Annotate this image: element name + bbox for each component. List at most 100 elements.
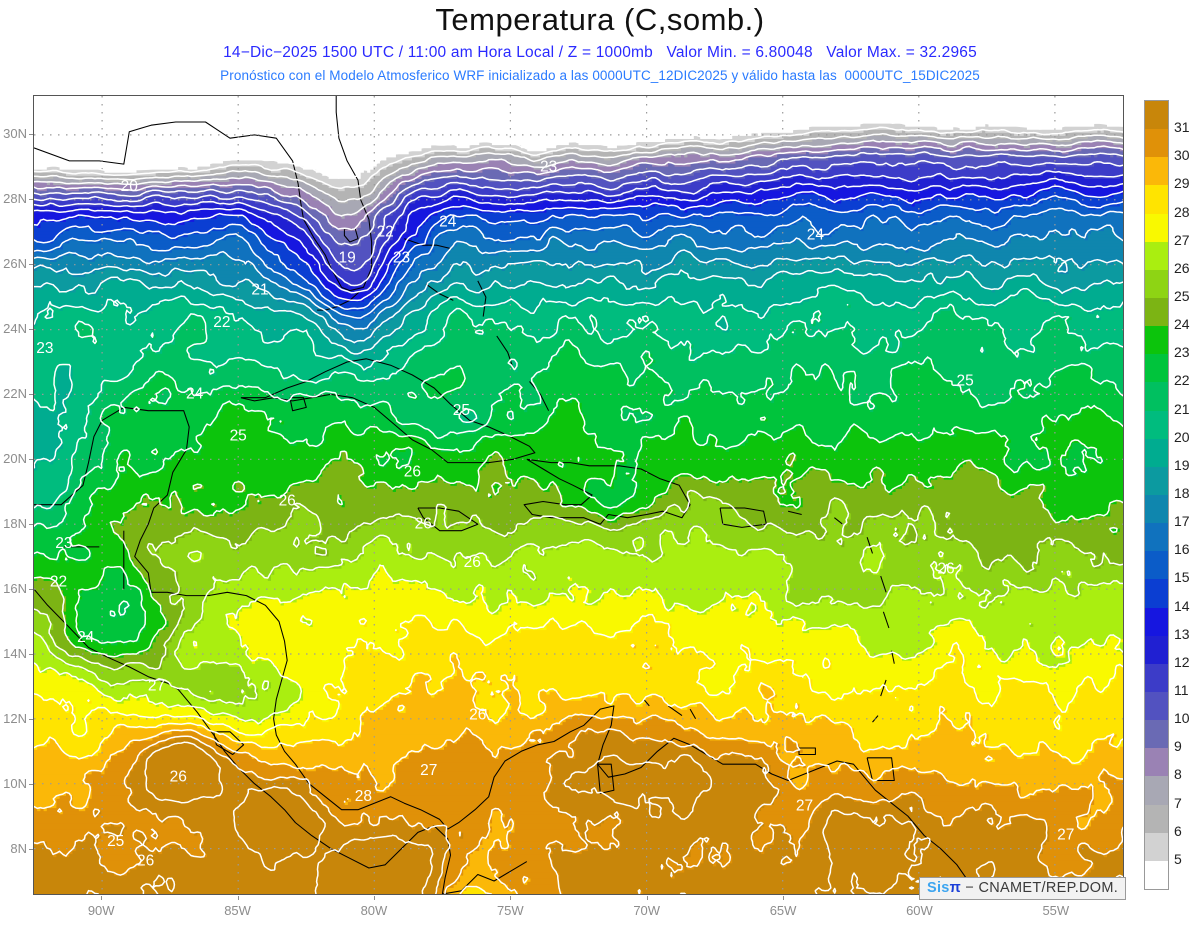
y-tick-mark: [29, 199, 33, 201]
x-tick-label: 90W: [87, 903, 115, 918]
y-tick-label: 8N: [10, 841, 27, 857]
colorbar-band: [1145, 579, 1168, 608]
colorbar-tick-label: 9: [1174, 738, 1182, 755]
y-tick-label: 28N: [3, 191, 27, 207]
colorbar-band: [1145, 410, 1168, 439]
contour-label: 27: [796, 797, 813, 814]
colorbar-band: [1145, 663, 1168, 692]
contour-lines: [34, 120, 1123, 894]
colorbar-tick-label: 5: [1174, 850, 1182, 867]
y-tick-mark: [29, 264, 33, 266]
colorbar-tick-label: 7: [1174, 794, 1182, 811]
colorbar-tick-label: 12: [1174, 653, 1190, 670]
colorbar-tick-label: 23: [1174, 344, 1190, 361]
contour-label: 24: [439, 214, 457, 231]
contour-label: 22: [665, 107, 682, 124]
colorbar-band: [1145, 438, 1168, 467]
x-tick-label: 55W: [1042, 903, 1070, 918]
y-tick-label: 20N: [3, 451, 27, 467]
x-tick-label: 80W: [360, 903, 388, 918]
y-tick-mark: [29, 784, 33, 786]
contour-label: 27: [420, 762, 437, 779]
colorbar-band: [1145, 297, 1168, 327]
temperature-heatmap: 20 20 21 22 23 22 23 24 24 19 23 21 22 23 24 25 25 25 26 26…: [34, 96, 1123, 894]
colorbar-band: [1145, 269, 1168, 298]
chart-header: Temperatura (C,somb.) 14−Dic−2025 1500 U…: [0, 0, 1200, 92]
contour-label: 25: [230, 428, 247, 445]
colorbar-tick-label: 21: [1174, 400, 1190, 417]
colorbar-tick-label: 19: [1174, 456, 1190, 473]
page-title: Temperatura (C,somb.): [435, 2, 765, 37]
colorbar-tick-label: 27: [1174, 231, 1190, 248]
colorbar-band: [1145, 157, 1168, 186]
contour-label: 20: [121, 178, 139, 195]
y-tick-mark: [29, 719, 33, 721]
brand-pi-symbol: π: [949, 880, 962, 896]
colorbar-tick-label: 31: [1174, 119, 1190, 136]
contour-label: 24: [186, 385, 204, 402]
x-tick-mark: [237, 896, 239, 900]
x-tick-mark: [646, 896, 648, 900]
y-tick-label: 10N: [3, 776, 27, 792]
contour-label: 26: [415, 515, 432, 532]
contour-label: 27: [148, 677, 165, 694]
colorbar-tick-label: 22: [1174, 372, 1190, 389]
y-tick-label: 26N: [3, 256, 27, 272]
colorbar-tick-label: 15: [1174, 569, 1190, 586]
contour-label: 21: [251, 282, 268, 299]
contour-label: 25: [956, 373, 973, 390]
chart-subtitle-secondary: Pronóstico con el Modelo Atmosferico WRF…: [220, 68, 980, 83]
colorbar-band: [1145, 129, 1168, 158]
y-tick-mark: [29, 459, 33, 461]
colorbar-band: [1145, 213, 1168, 242]
colorbar-band: [1145, 635, 1168, 664]
colorbar-band: [1145, 185, 1168, 214]
colorbar-band: [1145, 466, 1168, 495]
colorbar-tick-label: 8: [1174, 766, 1182, 783]
colorbar-tick-label: 16: [1174, 541, 1190, 558]
contour-label: 28: [355, 788, 372, 805]
colorbar-tick-label: 14: [1174, 597, 1190, 614]
chart-subtitle-primary: 14−Dic−2025 1500 UTC / 11:00 am Hora Loc…: [223, 44, 977, 61]
x-tick-label: 60W: [906, 903, 933, 918]
attribution-agency: CNAMET/REP.DOM.: [978, 880, 1119, 896]
contour-label: 26: [469, 707, 486, 724]
y-tick-mark: [29, 524, 33, 526]
x-tick-label: 85W: [224, 903, 251, 918]
y-tick-label: 16N: [3, 581, 27, 597]
colorbar-band: [1145, 551, 1168, 580]
y-tick-mark: [29, 394, 33, 396]
colorbar-band: [1145, 523, 1168, 552]
y-tick-label: 22N: [3, 386, 27, 402]
colorbar-tick-label: 11: [1174, 682, 1189, 698]
colorbar-temperature-scale: [1144, 100, 1169, 890]
y-tick-mark: [29, 329, 33, 331]
y-axis-latitude: 8N 10N 12N 14N 16N 18N 20N 22N 24N 26N 28N 30N: [0, 0, 33, 927]
x-tick-mark: [510, 896, 512, 900]
y-tick-mark: [29, 134, 33, 136]
contour-label: 22: [50, 574, 67, 591]
colorbar-band: [1145, 748, 1168, 777]
attribution-separator: −: [961, 880, 979, 896]
y-tick-label: 14N: [3, 646, 27, 662]
contour-label: 27: [1057, 827, 1074, 844]
map-plot-area: 20 20 21 22 23 22 23 24 24 19 23 21 22 23 24 25 25 25 26 26…: [33, 95, 1124, 895]
y-tick-label: 18N: [3, 516, 27, 532]
colorbar-band: [1145, 776, 1168, 805]
colorbar-tick-label: 30: [1174, 147, 1190, 164]
colorbar-tick-label: 28: [1174, 203, 1190, 220]
colorbar-band: [1145, 691, 1168, 721]
colorbar-tick-label: 26: [1174, 259, 1190, 276]
contour-label: 22: [213, 314, 230, 331]
contour-label: 26: [404, 463, 421, 480]
colorbar-band: [1145, 494, 1168, 524]
colorbar-band: [1145, 860, 1168, 889]
colorbar-band: [1145, 607, 1168, 636]
colorbar-tick-label: 6: [1174, 822, 1182, 839]
contour-label: 19: [338, 249, 355, 266]
colorbar-tick-label: 25: [1174, 288, 1190, 304]
colorbar-tick-label: 17: [1174, 513, 1190, 530]
contour-label: 26: [279, 493, 296, 510]
colorbar-band: [1145, 832, 1168, 861]
colorbar-band: [1145, 720, 1168, 749]
